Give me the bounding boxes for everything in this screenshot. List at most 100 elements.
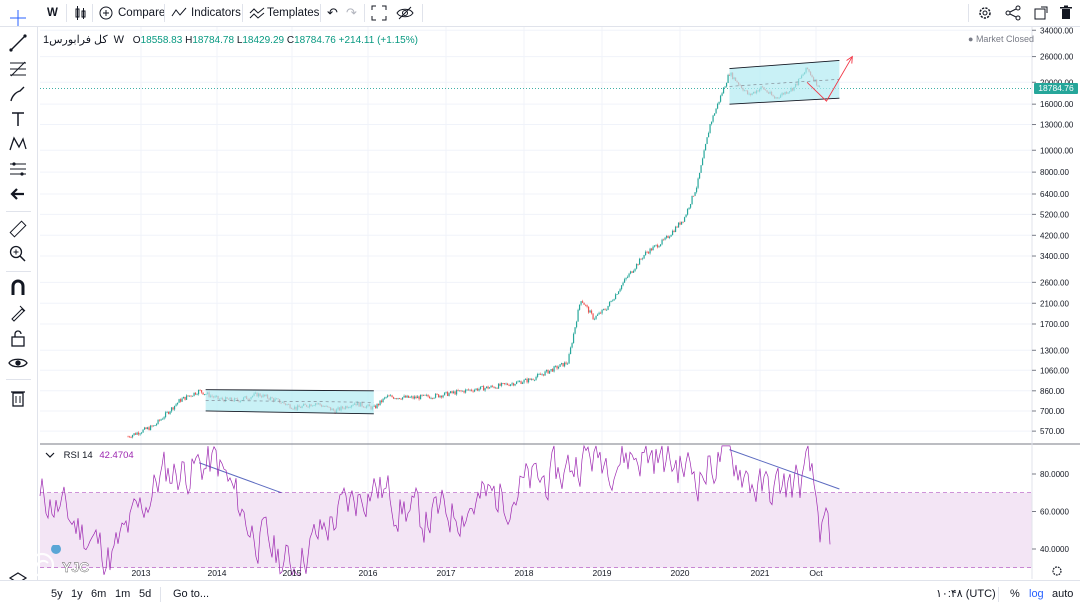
candle-body [182, 396, 185, 399]
candle-body [529, 378, 531, 380]
candle-body [406, 395, 408, 398]
ruler-icon[interactable] [8, 219, 28, 239]
candle-body [194, 392, 197, 395]
candle-body [454, 391, 456, 395]
candle-body [631, 271, 633, 273]
candle-body [620, 285, 623, 290]
timezone-button[interactable]: ۱۰:۴۸ (UTC) [936, 588, 996, 600]
redo-icon[interactable]: ↷ [346, 5, 357, 20]
fullscreen-icon[interactable] [371, 5, 387, 21]
settings-gear-icon[interactable] [977, 5, 993, 21]
candle-body [428, 396, 431, 399]
price-pane[interactable] [40, 67, 1032, 439]
candle-body [493, 386, 495, 389]
candle-body [530, 379, 533, 381]
candle-body [467, 389, 470, 391]
pattern-icon[interactable] [8, 134, 28, 154]
candle-body [656, 244, 659, 248]
candle-body [401, 397, 404, 400]
candle-body [484, 388, 486, 391]
candle-body [178, 399, 180, 403]
show-eye-icon[interactable] [8, 353, 28, 373]
candle-body [566, 363, 569, 365]
candle-body [470, 389, 473, 391]
indicators-icon[interactable] [171, 6, 187, 20]
time-tick-label: 2013 [132, 568, 151, 578]
candle-body [607, 305, 609, 310]
templates-button[interactable]: Templates [267, 7, 320, 19]
prediction-icon[interactable] [8, 159, 28, 179]
candle-body [643, 255, 645, 259]
text-icon[interactable] [8, 109, 28, 129]
candle-body [200, 390, 203, 393]
collapse-chevron-icon[interactable] [45, 451, 55, 459]
auto-toggle[interactable]: auto [1052, 588, 1074, 600]
candle-body [425, 394, 428, 396]
candle-body [412, 396, 414, 399]
magnet-icon[interactable] [8, 278, 28, 298]
back-arrow-icon[interactable] [8, 184, 28, 204]
candle-body [196, 394, 198, 396]
candle-body [515, 381, 518, 384]
compare-button[interactable]: Compare [118, 7, 166, 19]
candle-body [497, 383, 500, 389]
candle-body [544, 371, 546, 376]
templates-icon[interactable] [249, 6, 265, 20]
range-5d[interactable]: 5d [139, 588, 152, 600]
candle-body [722, 87, 725, 94]
candle-body [127, 436, 129, 438]
candle-body [688, 207, 690, 209]
log-toggle[interactable]: log [1029, 588, 1044, 600]
goto-date-button[interactable]: Go to... [173, 588, 210, 600]
candle-body [476, 388, 479, 391]
trash-icon[interactable] [1059, 5, 1073, 21]
range-6m[interactable]: 6m [91, 588, 107, 600]
time-tick-label: 2014 [208, 568, 227, 578]
candle-body [469, 389, 471, 391]
high-label: H [185, 35, 193, 46]
channel-2021-mid [729, 79, 840, 87]
range-5y[interactable]: 5y [51, 588, 63, 600]
candle-body [410, 396, 413, 398]
zoom-in-icon[interactable] [8, 244, 28, 264]
candle-body [526, 378, 528, 383]
candle-body [383, 397, 386, 399]
snapshot-icon[interactable] [1033, 5, 1049, 21]
candle-body [604, 309, 606, 310]
drawings[interactable] [199, 55, 853, 546]
stay-drawing-icon[interactable] [8, 303, 28, 323]
undo-icon[interactable]: ↶ [327, 5, 338, 20]
plus-circle-icon[interactable] [99, 6, 113, 20]
projection-path [806, 56, 853, 102]
rsi-tick-label: 80.0000 [1040, 470, 1069, 479]
hide-eye-icon[interactable] [396, 6, 414, 20]
range-1y[interactable]: 1y [71, 588, 83, 600]
fib-retracement-icon[interactable] [8, 59, 28, 79]
crosshair-icon[interactable] [8, 8, 28, 28]
lock-icon[interactable] [8, 328, 28, 348]
share-icon[interactable] [1005, 5, 1021, 21]
candle-body [713, 113, 716, 116]
rsi-pane[interactable] [39, 444, 1032, 576]
axis-settings-gear-icon[interactable] [1052, 566, 1062, 576]
candle-body [649, 248, 651, 254]
indicators-button[interactable]: Indicators [191, 7, 241, 19]
remove-drawings-icon[interactable] [8, 388, 28, 408]
candle-body [439, 395, 441, 398]
candles-icon[interactable] [73, 6, 87, 20]
brush-icon[interactable] [8, 84, 28, 104]
price-tick-label: 2100.00 [1040, 299, 1069, 308]
percent-toggle[interactable]: % [1010, 588, 1020, 600]
candle-body [535, 376, 537, 380]
candle-body [644, 251, 647, 256]
range-1m[interactable]: 1m [115, 588, 131, 600]
price-tick-label: 20000.00 [1040, 78, 1074, 87]
candle-body [451, 391, 453, 393]
interval-button[interactable]: W [47, 7, 58, 19]
candle-body [440, 395, 443, 398]
candle-body [623, 279, 626, 283]
trend-line-icon[interactable] [8, 33, 28, 53]
candle-body [509, 384, 512, 386]
symbol-name[interactable]: کل فرابورس [49, 34, 108, 46]
